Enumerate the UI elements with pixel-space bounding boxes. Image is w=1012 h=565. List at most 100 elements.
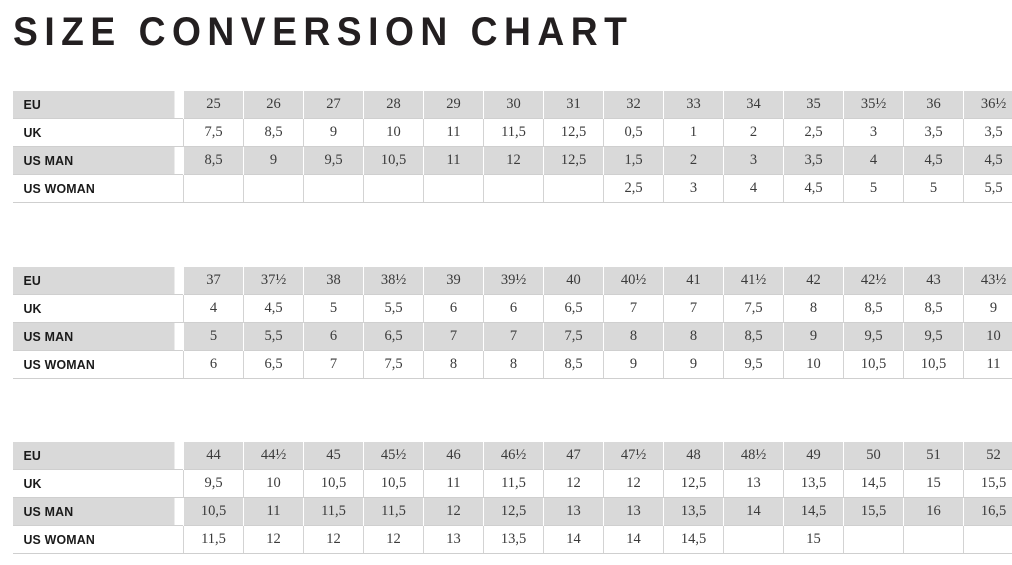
row-label-us-man: US MAN xyxy=(13,497,176,526)
size-cell: 6,5 xyxy=(243,350,304,379)
size-cell: 4,5 xyxy=(963,146,1012,175)
row-label-us-woman: US WOMAN xyxy=(13,525,176,554)
size-cell: 8,5 xyxy=(243,118,304,147)
size-cell: 14,5 xyxy=(783,497,844,526)
row-label-eu: EU xyxy=(13,267,176,295)
size-cell: 13,5 xyxy=(783,469,844,498)
size-cell: 51 xyxy=(903,442,964,470)
size-cell: 33 xyxy=(663,91,724,119)
size-cell: 36 xyxy=(903,91,964,119)
size-cell: 41½ xyxy=(723,267,784,295)
size-cell: 25 xyxy=(183,91,244,119)
size-cell: 10,5 xyxy=(183,497,244,526)
size-cell: 3,5 xyxy=(963,118,1012,147)
size-cell: 42½ xyxy=(843,267,904,295)
size-cell: 27 xyxy=(303,91,364,119)
size-cell: 10 xyxy=(243,469,304,498)
size-cell: 12 xyxy=(483,146,544,175)
size-cell: 13 xyxy=(603,497,664,526)
size-cell: 3 xyxy=(843,118,904,147)
size-cell: 8,5 xyxy=(903,294,964,323)
size-cell: 11,5 xyxy=(483,469,544,498)
row-label-uk: UK xyxy=(13,118,176,147)
size-cell: 2 xyxy=(723,118,784,147)
size-cell xyxy=(183,174,244,203)
size-cell: 6 xyxy=(183,350,244,379)
size-cell: 10 xyxy=(783,350,844,379)
size-cell: 32 xyxy=(603,91,664,119)
size-cell xyxy=(963,525,1012,554)
row-label-us-man: US MAN xyxy=(13,146,176,175)
size-cell: 12 xyxy=(243,525,304,554)
size-cell: 8 xyxy=(783,294,844,323)
size-cell: 12,5 xyxy=(543,118,604,147)
size-cell: 10,5 xyxy=(903,350,964,379)
size-cell: 16 xyxy=(903,497,964,526)
table-row: US MAN 8,5 9 9,5 10,5 11 12 12,5 1,5 2 3 3,5 4 4,5 4,5 xyxy=(13,146,1012,175)
size-cell: 9 xyxy=(243,146,304,175)
size-cell xyxy=(723,525,784,554)
size-cell: 6 xyxy=(303,322,364,351)
size-cell: 14,5 xyxy=(843,469,904,498)
size-cell: 29 xyxy=(423,91,484,119)
table-row: EU 44 44½ 45 45½ 46 46½ 47 47½ 48 48½ 49 50 51 52 xyxy=(13,442,1012,470)
size-cell: 14,5 xyxy=(663,525,724,554)
size-cell: 26 xyxy=(243,91,304,119)
size-cell: 4,5 xyxy=(783,174,844,203)
size-cell: 12 xyxy=(423,497,484,526)
size-cell: 7,5 xyxy=(363,350,424,379)
size-cell: 40½ xyxy=(603,267,664,295)
size-cell: 13 xyxy=(723,469,784,498)
size-cell: 14 xyxy=(723,497,784,526)
size-cell: 7,5 xyxy=(543,322,604,351)
size-cell: 38½ xyxy=(363,267,424,295)
size-cell: 2,5 xyxy=(783,118,844,147)
size-cell: 4,5 xyxy=(903,146,964,175)
size-cell: 11 xyxy=(423,118,484,147)
size-cell: 5 xyxy=(903,174,964,203)
size-cell: 7 xyxy=(663,294,724,323)
size-cell: 12,5 xyxy=(483,497,544,526)
size-cell xyxy=(363,174,424,203)
row-label-eu: EU xyxy=(13,442,176,470)
size-cell: 8 xyxy=(663,322,724,351)
size-cell: 8 xyxy=(423,350,484,379)
size-cell: 35 xyxy=(783,91,844,119)
size-cell: 9 xyxy=(963,294,1012,323)
size-cell: 11 xyxy=(963,350,1012,379)
table-row: US WOMAN 2,5 3 4 4,5 5 5 5,5 xyxy=(13,174,1012,203)
size-cell: 12 xyxy=(363,525,424,554)
size-cell: 12 xyxy=(603,469,664,498)
size-cell: 9,5 xyxy=(843,322,904,351)
size-cell: 7 xyxy=(603,294,664,323)
table-row: EU 25 26 27 28 29 30 31 32 33 34 35 35½ 36 36½ xyxy=(13,91,1012,119)
size-cell: 13,5 xyxy=(483,525,544,554)
size-cell: 34 xyxy=(723,91,784,119)
size-cell: 5 xyxy=(183,322,244,351)
size-cell: 15,5 xyxy=(963,469,1012,498)
size-cell: 9,5 xyxy=(303,146,364,175)
size-cell: 10 xyxy=(963,322,1012,351)
row-label-uk: UK xyxy=(13,469,176,498)
size-cell: 52 xyxy=(963,442,1012,470)
table-row: US WOMAN 11,5 12 12 12 13 13,5 14 14 14,5 15 xyxy=(13,525,1012,554)
size-cell: 12,5 xyxy=(543,146,604,175)
size-cell xyxy=(423,174,484,203)
size-cell: 14 xyxy=(603,525,664,554)
size-cell: 38 xyxy=(303,267,364,295)
size-cell xyxy=(843,525,904,554)
size-cell: 48½ xyxy=(723,442,784,470)
table-row: UK 4 4,5 5 5,5 6 6 6,5 7 7 7,5 8 8,5 8,5 9 xyxy=(13,294,1012,323)
size-cell: 10,5 xyxy=(363,146,424,175)
table-row: EU 37 37½ 38 38½ 39 39½ 40 40½ 41 41½ 42 42½ 43 43½ xyxy=(13,267,1012,295)
size-cell: 45½ xyxy=(363,442,424,470)
size-cell: 15,5 xyxy=(843,497,904,526)
size-cell xyxy=(303,174,364,203)
size-cell: 16,5 xyxy=(963,497,1012,526)
size-cell: 5 xyxy=(303,294,364,323)
size-cell: 7,5 xyxy=(723,294,784,323)
size-cell: 5,5 xyxy=(963,174,1012,203)
size-cell: 12 xyxy=(303,525,364,554)
size-cell: 37 xyxy=(183,267,244,295)
size-cell: 3,5 xyxy=(783,146,844,175)
